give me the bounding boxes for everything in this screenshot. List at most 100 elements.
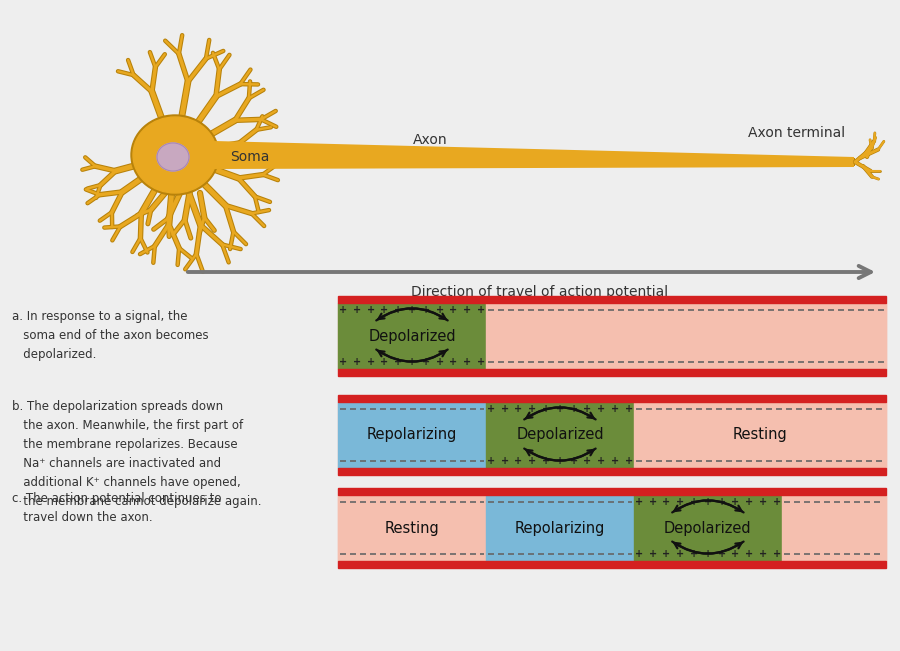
Bar [338,495,886,561]
Text: b. The depolarization spreads down
   the axon. Meanwhile, the first part of
   : b. The depolarization spreads down the a… [12,400,262,508]
Text: Depolarized: Depolarized [368,329,455,344]
Text: +: + [611,404,619,414]
Text: +: + [515,456,523,466]
Text: +: + [422,357,430,367]
Text: +: + [717,497,725,507]
Text: +: + [353,305,361,315]
Text: +: + [690,549,698,559]
Text: +: + [394,305,402,315]
Text: +: + [662,497,670,507]
Bar [338,402,886,468]
Text: +: + [487,404,495,414]
Bar [634,495,782,561]
Text: +: + [556,456,564,466]
Text: +: + [570,404,578,414]
Text: +: + [477,305,485,315]
Text: +: + [649,549,657,559]
Text: +: + [381,305,389,315]
Bar [338,296,886,303]
Text: +: + [500,404,508,414]
Text: +: + [436,357,444,367]
Text: +: + [759,497,767,507]
Text: +: + [394,357,402,367]
Ellipse shape [131,115,219,195]
Text: +: + [611,456,619,466]
Text: +: + [542,456,550,466]
Text: +: + [487,456,495,466]
Text: +: + [634,549,643,559]
Text: +: + [366,357,374,367]
Bar [634,402,886,468]
Text: Resting: Resting [384,521,439,536]
Text: +: + [339,305,347,315]
Bar [338,369,886,376]
Text: c. The action potential continues to
   travel down the axon.: c. The action potential continues to tra… [12,492,221,524]
Text: +: + [556,404,564,414]
Text: +: + [583,404,591,414]
Text: Depolarized: Depolarized [516,428,604,443]
Bar [338,468,886,475]
Bar [338,303,886,369]
Text: +: + [717,549,725,559]
Bar [338,488,886,495]
Bar [338,395,886,402]
Text: Axon: Axon [413,133,447,147]
Text: +: + [598,456,606,466]
Text: +: + [408,305,416,315]
Text: +: + [625,456,633,466]
Ellipse shape [133,117,217,193]
Text: +: + [464,305,472,315]
Bar [338,561,886,568]
Text: +: + [449,357,457,367]
Text: +: + [436,305,444,315]
Text: +: + [625,404,633,414]
Bar [486,495,634,561]
Text: +: + [598,404,606,414]
Text: +: + [773,549,781,559]
Bar [782,495,886,561]
Text: +: + [500,456,508,466]
Polygon shape [214,141,854,169]
Text: +: + [732,549,740,559]
Polygon shape [213,142,855,168]
Bar [338,402,486,468]
Text: +: + [583,456,591,466]
Text: +: + [649,497,657,507]
Text: Direction of travel of action potential: Direction of travel of action potential [411,285,669,299]
Text: +: + [542,404,550,414]
Text: Repolarizing: Repolarizing [515,521,605,536]
Text: +: + [704,549,712,559]
Text: Repolarizing: Repolarizing [367,428,457,443]
Text: +: + [408,357,416,367]
Text: +: + [690,497,698,507]
Bar [338,495,486,561]
Text: +: + [528,456,536,466]
Text: +: + [773,497,781,507]
Text: +: + [732,497,740,507]
Text: Soma: Soma [230,150,269,164]
Text: a. In response to a signal, the
   soma end of the axon becomes
   depolarized.: a. In response to a signal, the soma end… [12,310,209,361]
Text: +: + [422,305,430,315]
Text: +: + [339,357,347,367]
Text: +: + [570,456,578,466]
Text: +: + [477,357,485,367]
Text: Axon terminal: Axon terminal [748,126,845,140]
Bar [486,402,634,468]
Text: +: + [745,497,753,507]
Text: +: + [676,549,684,559]
Text: +: + [366,305,374,315]
Text: +: + [353,357,361,367]
Text: +: + [662,549,670,559]
Bar [486,303,886,369]
Text: +: + [759,549,767,559]
Text: +: + [528,404,536,414]
Text: +: + [449,305,457,315]
Bar [338,303,486,369]
Text: +: + [634,497,643,507]
Text: Resting: Resting [733,428,788,443]
Text: +: + [704,497,712,507]
Ellipse shape [157,143,189,171]
Text: +: + [464,357,472,367]
Text: +: + [676,497,684,507]
Text: +: + [381,357,389,367]
